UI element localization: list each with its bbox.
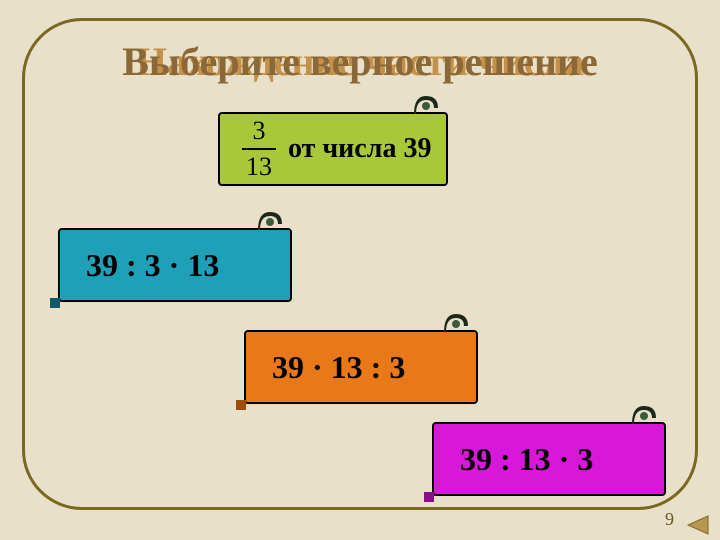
answer-option-3[interactable]: 39 : 13 · 3 [432,422,666,496]
fraction-denominator: 13 [246,152,272,182]
title: Нахождение части числа Выберите верное р… [0,38,720,85]
fraction-bar [242,148,276,150]
question-text: от числа 39 [288,133,431,165]
page-number: 9 [665,509,674,530]
answer-text: 39 : 3 · 13 [86,247,219,284]
scroll-icon [414,96,440,114]
answer-text: 39 · 13 : 3 [272,349,405,386]
title-foreground-text: Выберите верное решение [0,38,720,85]
scroll-icon [632,406,658,424]
shadow-bar [50,298,60,308]
answer-option-2[interactable]: 39 · 13 : 3 [244,330,478,404]
scroll-icon [444,314,470,332]
question-box: 3 13 от числа 39 [218,112,448,186]
prev-slide-button[interactable] [684,514,712,536]
shadow-bar [424,492,434,502]
fraction-numerator: 3 [253,116,266,146]
scroll-icon [258,212,284,230]
answer-option-1[interactable]: 39 : 3 · 13 [58,228,292,302]
fraction: 3 13 [242,116,276,182]
answer-text: 39 : 13 · 3 [460,441,593,478]
shadow-bar [236,400,246,410]
